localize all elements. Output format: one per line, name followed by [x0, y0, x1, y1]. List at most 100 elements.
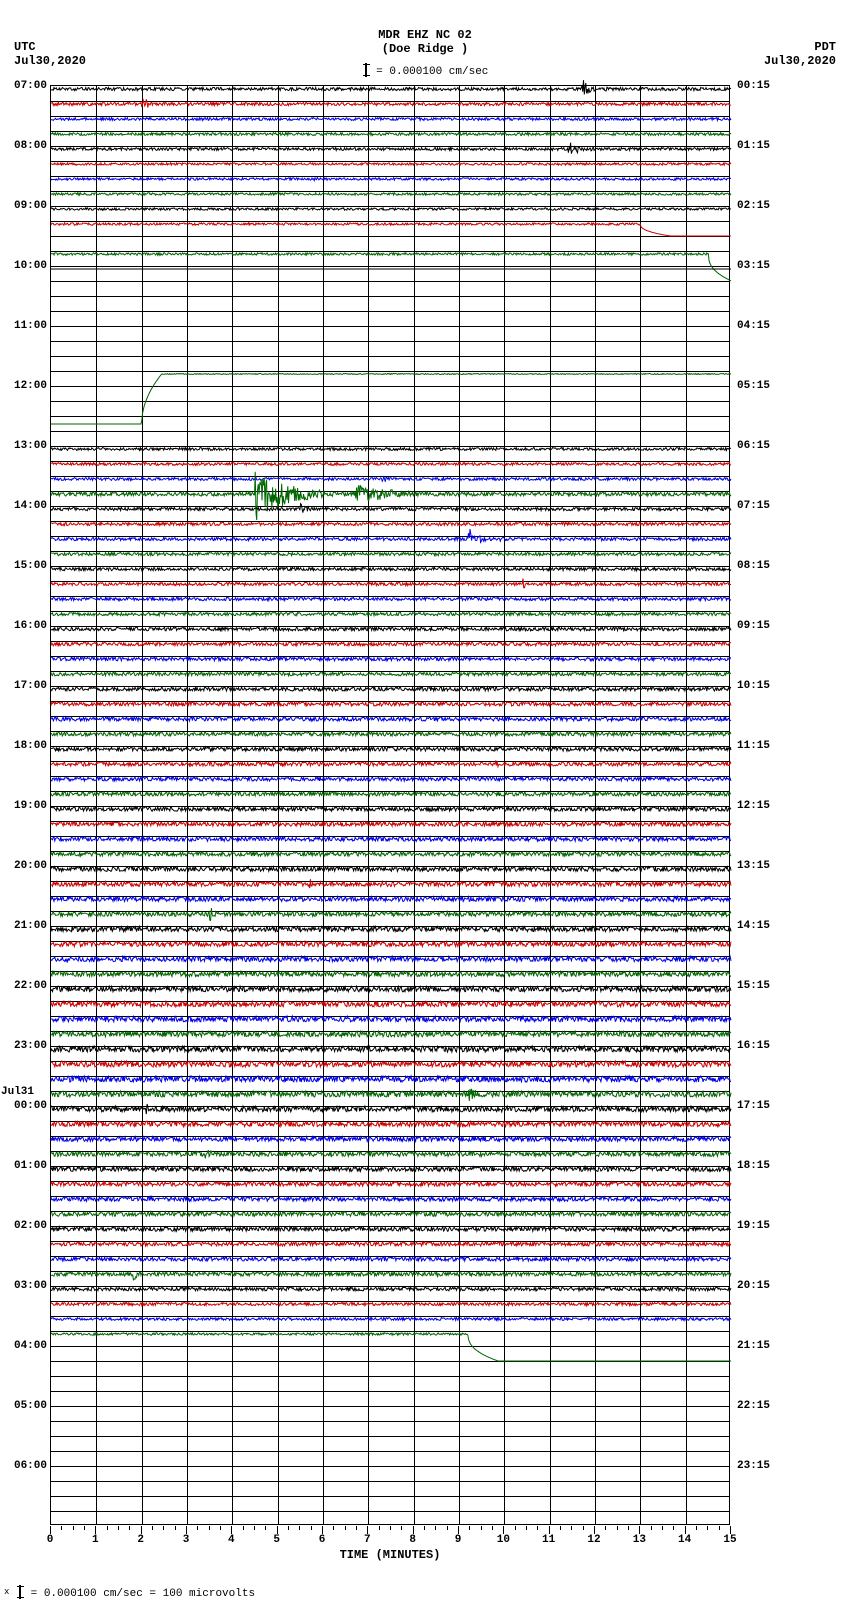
x-tick-minor — [175, 1526, 176, 1530]
x-tick-major — [458, 1526, 459, 1534]
trace-gridline — [51, 101, 729, 102]
utc-hour-label: 21:00 — [1, 920, 47, 932]
x-tick-minor — [560, 1526, 561, 1530]
x-tick-minor — [243, 1526, 244, 1530]
trace-gridline — [51, 686, 729, 687]
trace-gridline — [51, 1196, 729, 1197]
trace-gridline — [51, 836, 729, 837]
x-tick-label: 13 — [633, 1534, 646, 1546]
trace-gridline — [51, 1226, 729, 1227]
utc-hour-label: 00:00 — [1, 1100, 47, 1112]
trace-gridline — [51, 851, 729, 852]
minute-gridline — [595, 86, 596, 1524]
trace-gridline — [51, 1046, 729, 1047]
pdt-hour-label: 11:15 — [737, 740, 770, 752]
trace-gridline — [51, 1151, 729, 1152]
x-tick-major — [549, 1526, 550, 1534]
trace-gridline — [51, 911, 729, 912]
utc-hour-label: 17:00 — [1, 680, 47, 692]
x-tick-minor — [526, 1526, 527, 1530]
trace-gridline — [51, 956, 729, 957]
x-tick-minor — [254, 1526, 255, 1530]
x-tick-minor — [129, 1526, 130, 1530]
utc-hour-label: 15:00 — [1, 560, 47, 572]
x-tick-major — [231, 1526, 232, 1534]
x-tick-minor — [288, 1526, 289, 1530]
trace-gridline — [51, 806, 729, 807]
minute-gridline — [550, 86, 551, 1524]
trace-gridline — [51, 416, 729, 417]
pdt-hour-label: 04:15 — [737, 320, 770, 332]
trace-gridline — [51, 656, 729, 657]
title-block: MDR EHZ NC 02 (Doe Ridge ) — [0, 28, 850, 56]
trace-gridline — [51, 746, 729, 747]
x-tick-label: 3 — [183, 1534, 190, 1546]
x-tick-label: 1 — [92, 1534, 99, 1546]
pdt-hour-label: 20:15 — [737, 1280, 770, 1292]
pdt-hour-label: 09:15 — [737, 620, 770, 632]
pdt-hour-label: 02:15 — [737, 200, 770, 212]
minute-gridline — [323, 86, 324, 1524]
x-tick-minor — [628, 1526, 629, 1530]
x-tick-minor — [696, 1526, 697, 1530]
x-tick-minor — [424, 1526, 425, 1530]
trace-gridline — [51, 941, 729, 942]
pdt-hour-label: 01:15 — [737, 140, 770, 152]
pdt-hour-label: 22:15 — [737, 1400, 770, 1412]
utc-hour-label: 19:00 — [1, 800, 47, 812]
utc-hour-label: 03:00 — [1, 1280, 47, 1292]
x-tick-minor — [583, 1526, 584, 1530]
utc-hour-label: 23:00 — [1, 1040, 47, 1052]
utc-hour-label: 05:00 — [1, 1400, 47, 1412]
trace-gridline — [51, 116, 729, 117]
trace-gridline — [51, 161, 729, 162]
x-tick-minor — [662, 1526, 663, 1530]
trace-gridline — [51, 146, 729, 147]
minute-gridline — [504, 86, 505, 1524]
utc-hour-label: 11:00 — [1, 320, 47, 332]
trace-gridline — [51, 266, 729, 267]
x-tick-label: 6 — [319, 1534, 326, 1546]
pdt-hour-label: 21:15 — [737, 1340, 770, 1352]
pdt-hour-label: 19:15 — [737, 1220, 770, 1232]
x-tick-minor — [333, 1526, 334, 1530]
trace-gridline — [51, 1496, 729, 1497]
pdt-hour-label: 18:15 — [737, 1160, 770, 1172]
trace-gridline — [51, 1466, 729, 1467]
trace-gridline — [51, 671, 729, 672]
x-tick-minor — [107, 1526, 108, 1530]
pdt-hour-label: 07:15 — [737, 500, 770, 512]
minute-gridline — [459, 86, 460, 1524]
utc-hour-label: 09:00 — [1, 200, 47, 212]
scale-bar-icon — [19, 1585, 21, 1599]
trace-gridline — [51, 311, 729, 312]
trace-gridline — [51, 401, 729, 402]
utc-hour-label: 01:00 — [1, 1160, 47, 1172]
utc-hour-label: 22:00 — [1, 980, 47, 992]
trace-gridline — [51, 1241, 729, 1242]
x-tick-minor — [152, 1526, 153, 1530]
footer-scale: x = 0.000100 cm/sec = 100 microvolts — [4, 1586, 255, 1600]
pdt-hour-label: 00:15 — [737, 80, 770, 92]
x-tick-minor — [571, 1526, 572, 1530]
minute-gridline — [278, 86, 279, 1524]
x-tick-label: 12 — [587, 1534, 600, 1546]
x-tick-minor — [447, 1526, 448, 1530]
trace-gridline — [51, 386, 729, 387]
trace-gridline — [51, 326, 729, 327]
trace-gridline — [51, 1451, 729, 1452]
x-tick-label: 14 — [678, 1534, 691, 1546]
trace-gridline — [51, 1286, 729, 1287]
trace-gridline — [51, 131, 729, 132]
trace-gridline — [51, 371, 729, 372]
minute-gridline — [142, 86, 143, 1524]
trace-gridline — [51, 281, 729, 282]
x-axis-ticks: 0123456789101112131415 — [50, 1526, 730, 1540]
trace-gridline — [51, 341, 729, 342]
trace-gridline — [51, 176, 729, 177]
trace-gridline — [51, 1346, 729, 1347]
trace-gridline — [51, 251, 729, 252]
utc-hour-label: 06:00 — [1, 1460, 47, 1472]
pdt-hour-label: 03:15 — [737, 260, 770, 272]
x-tick-major — [413, 1526, 414, 1534]
